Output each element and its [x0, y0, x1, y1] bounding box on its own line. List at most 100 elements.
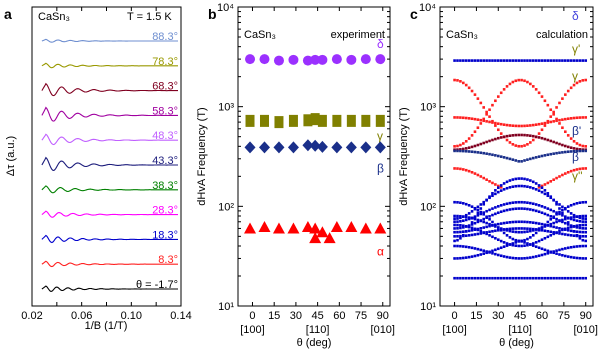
xtick-label: 90 — [580, 310, 592, 322]
calc-point-7 — [581, 238, 585, 242]
calc-point-1 — [499, 91, 503, 95]
calc-point-18 — [470, 210, 474, 213]
ylabel: dHvA Frequency (T) — [196, 107, 208, 205]
calc-point-12 — [508, 221, 512, 224]
calc-point-16 — [485, 251, 488, 255]
calc-point-1 — [529, 82, 532, 86]
calc-point-8 — [578, 201, 582, 205]
calc-point-12 — [485, 225, 488, 229]
calc-point-18 — [555, 200, 558, 204]
calc-point-15 — [476, 247, 480, 251]
calc-point-7 — [546, 192, 550, 195]
calc-point-4 — [464, 147, 468, 150]
calc-point-6 — [453, 167, 456, 170]
calc-point-1 — [496, 95, 500, 98]
point-γ — [310, 113, 320, 126]
calc-point-9 — [491, 207, 494, 210]
ytick-label: 10³ — [420, 102, 436, 114]
calc-point-18 — [488, 196, 491, 200]
calc-point-1 — [561, 126, 564, 130]
calc-point-10 — [569, 216, 573, 219]
point-δ — [288, 54, 299, 65]
trace-label-4: 48.3° — [152, 130, 178, 142]
ytick-label: 10² — [420, 201, 436, 213]
calc-point-9 — [540, 205, 544, 208]
calc-point-1 — [462, 142, 465, 145]
calc-point-4 — [499, 136, 503, 139]
calc-point-1 — [549, 108, 553, 112]
calc-point-13 — [514, 227, 518, 230]
xtick-label: 0 — [452, 310, 458, 322]
calc-point-13 — [575, 234, 579, 238]
calc-point-6 — [496, 184, 500, 188]
calc-point-15 — [529, 256, 532, 259]
calc-point-9 — [502, 203, 506, 206]
calc-point-1 — [464, 139, 468, 143]
calc-point-2 — [526, 143, 529, 146]
calc-point-5 — [561, 151, 564, 154]
point-δ — [245, 54, 256, 65]
calc-point-5 — [496, 154, 500, 158]
calc-point-15 — [502, 255, 506, 258]
calc-point-8 — [491, 220, 494, 224]
calc-point-11 — [488, 215, 491, 218]
calc-point-8 — [561, 208, 564, 212]
calc-point-17 — [526, 276, 529, 280]
calc-point-2 — [520, 144, 523, 148]
calc-point-4 — [575, 147, 579, 151]
calc-point-17 — [537, 276, 541, 280]
calc-point-8 — [470, 205, 474, 208]
calc-point-8 — [531, 234, 535, 237]
calc-point-1 — [482, 117, 486, 121]
calc-point-17 — [502, 276, 506, 280]
calc-point-5 — [540, 154, 544, 158]
calc-point-1 — [517, 78, 520, 82]
calc-point-10 — [514, 230, 518, 234]
calc-point-9 — [488, 208, 491, 212]
calc-point-16 — [584, 257, 588, 260]
calc-point-18 — [517, 184, 520, 188]
calc-point-12 — [555, 226, 558, 229]
calc-point-11 — [584, 227, 588, 230]
calc-point-17 — [505, 276, 509, 280]
calc-point-9 — [584, 220, 588, 224]
calc-point-1 — [511, 80, 515, 84]
calc-point-0 — [517, 59, 520, 62]
calc-point-13 — [467, 234, 471, 237]
trace-label-10: θ = -1.7° — [136, 279, 178, 291]
trace-8 — [41, 234, 178, 244]
calc-point-13 — [537, 228, 541, 232]
calc-point-6 — [494, 183, 497, 186]
calc-point-2 — [505, 138, 509, 142]
xtick-label: 45 — [514, 310, 526, 322]
calc-point-11 — [517, 207, 520, 210]
panel-a-xtick-label: 0.10 — [121, 310, 142, 322]
calc-point-0 — [496, 59, 500, 62]
calc-point-16 — [555, 252, 558, 255]
calc-point-1 — [564, 130, 567, 134]
direction-label: [100] — [240, 324, 264, 336]
calc-point-7 — [543, 189, 547, 192]
point-β — [258, 141, 270, 154]
point-β — [302, 139, 314, 152]
calc-point-7 — [526, 178, 529, 181]
calc-point-11 — [505, 208, 509, 212]
calc-point-16 — [488, 250, 491, 254]
calc-point-14 — [453, 223, 456, 227]
calc-point-0 — [491, 59, 494, 62]
panel-c-mode: calculation — [536, 29, 588, 41]
calc-point-11 — [456, 227, 459, 230]
calc-point-17 — [479, 276, 483, 280]
calc-point-16 — [520, 240, 523, 243]
calc-point-9 — [578, 219, 582, 223]
calc-point-3 — [534, 123, 538, 126]
trace-9 — [41, 260, 178, 268]
calc-point-4 — [459, 148, 462, 151]
calc-point-5 — [581, 149, 585, 153]
calc-point-3 — [575, 116, 579, 120]
point-γ — [288, 114, 298, 127]
calc-point-9 — [523, 201, 526, 204]
calc-point-18 — [546, 194, 550, 198]
calc-point-4 — [558, 142, 561, 146]
calc-point-14 — [543, 236, 547, 240]
